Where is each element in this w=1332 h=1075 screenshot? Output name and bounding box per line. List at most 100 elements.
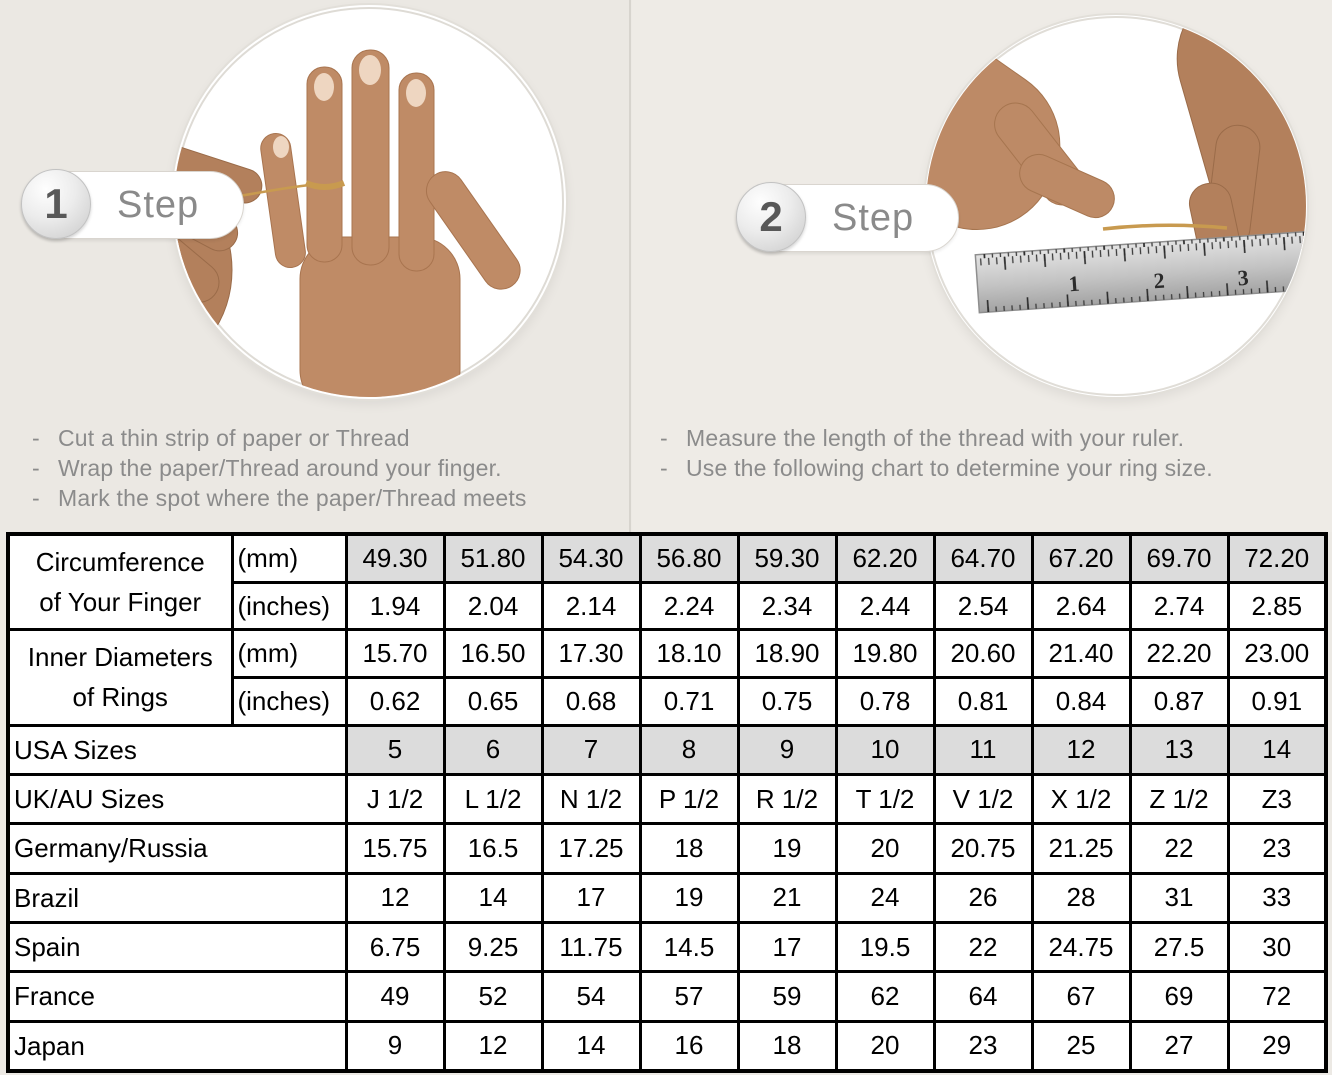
instruction-text: Wrap the paper/Thread around your finger…	[58, 455, 502, 481]
size-value-cell: 23	[932, 1019, 1034, 1073]
size-value-cell: 57	[638, 970, 740, 1023]
row-label: Brazil	[6, 871, 348, 924]
size-value-cell: 62.20	[834, 532, 936, 584]
size-value-cell: 18.90	[736, 628, 838, 679]
size-value-cell: 17	[736, 920, 838, 974]
size-value-cell: 17.30	[540, 628, 642, 679]
size-value-cell: 62	[834, 970, 936, 1023]
size-value-cell: 15.70	[344, 628, 446, 679]
size-value-cell: 20.60	[932, 628, 1034, 679]
size-value-cell: 14.5	[638, 920, 740, 974]
instruction-item: - Mark the spot where the paper/Thread m…	[32, 483, 527, 513]
size-value-cell: 19.80	[834, 628, 936, 679]
size-value-cell: 22	[1128, 822, 1230, 875]
size-value-cell: 69.70	[1128, 532, 1230, 584]
size-value-cell: 9.25	[442, 920, 544, 974]
step2-label: Step	[832, 196, 915, 239]
row-unit: (inches)	[230, 675, 348, 727]
row-label: France	[6, 970, 348, 1023]
size-value-cell: 0.84	[1030, 675, 1132, 727]
panel-divider	[629, 0, 631, 532]
size-value-cell: 67.20	[1030, 532, 1132, 584]
size-value-cell: L 1/2	[442, 772, 544, 826]
size-value-cell: 67	[1030, 970, 1132, 1023]
size-value-cell: 9	[344, 1019, 446, 1073]
step2-badge: 2 Step	[736, 182, 960, 252]
ruler-mark-1: 1	[1068, 271, 1081, 297]
size-chart-row: Japan 9 12 14 16 18 20 23 25 27 29	[6, 1019, 1328, 1073]
size-value-cell: 20	[834, 822, 936, 875]
size-value-cell: 6	[442, 723, 544, 776]
size-value-cell: 64.70	[932, 532, 1034, 584]
size-value-cell: 24.75	[1030, 920, 1132, 974]
size-value-cell: 27	[1128, 1019, 1230, 1073]
size-value-cell: 2.24	[638, 580, 740, 632]
size-value-cell: T 1/2	[834, 772, 936, 826]
size-value-cell: 11.75	[540, 920, 642, 974]
row-label: Inner Diameters of Rings	[6, 628, 234, 727]
size-value-cell: R 1/2	[736, 772, 838, 826]
size-value-cell: 69	[1128, 970, 1230, 1023]
size-value-cell: 2.64	[1030, 580, 1132, 632]
bullet-dash: -	[660, 455, 668, 481]
size-value-cell: P 1/2	[638, 772, 740, 826]
size-value-cell: 22	[932, 920, 1034, 974]
size-value-cell: X 1/2	[1030, 772, 1132, 826]
bullet-dash: -	[32, 455, 40, 481]
size-value-cell: 21.25	[1030, 822, 1132, 875]
size-value-cell: 12	[1030, 723, 1132, 776]
size-value-cell: 2.34	[736, 580, 838, 632]
size-value-cell: 0.65	[442, 675, 544, 727]
size-value-cell: 17	[540, 871, 642, 924]
size-value-cell: 24	[834, 871, 936, 924]
row-label: Circumference of Your Finger	[6, 532, 234, 632]
size-chart-row: Germany/Russia 15.75 16.5 17.25 18 19 20 20.75 2…	[6, 822, 1328, 875]
size-value-cell: 64	[932, 970, 1034, 1023]
size-value-cell: 0.71	[638, 675, 740, 727]
size-value-cell: 19	[638, 871, 740, 924]
instruction-text: Use the following chart to determine you…	[686, 455, 1213, 481]
bullet-dash: -	[32, 425, 40, 451]
ruler: 1 2 3	[974, 230, 1306, 314]
size-value-cell: 31	[1128, 871, 1230, 924]
size-value-cell: 33	[1226, 871, 1328, 924]
size-value-cell: 11	[932, 723, 1034, 776]
size-value-cell: 56.80	[638, 532, 740, 584]
size-chart-row: Circumference of Your Finger (mm) 49.30 51.…	[6, 532, 1328, 632]
size-value-cell: 2.44	[834, 580, 936, 632]
size-chart-row: France 49 52 54 57 59 62 64 67 69 72	[6, 970, 1328, 1023]
row-label: Spain	[6, 920, 348, 974]
size-value-cell: 2.04	[442, 580, 544, 632]
size-value-cell: 0.87	[1128, 675, 1230, 727]
size-value-cell: 26	[932, 871, 1034, 924]
size-value-cell: 6.75	[344, 920, 446, 974]
size-value-cell: 72	[1226, 970, 1328, 1023]
size-value-cell: 54	[540, 970, 642, 1023]
size-chart-row: (inches) 0.62 0.65 0.68 0.71 0.75 0.78 0.81 0.84…	[8, 675, 1328, 727]
size-value-cell: 2.74	[1128, 580, 1230, 632]
size-chart-row: Brazil 12 14 17 19 21 24 26 28 31 33	[6, 871, 1328, 924]
measuring-thread-ruler-illustration: 1 2 3	[926, 16, 1306, 396]
instruction-item: - Wrap the paper/Thread around your fing…	[32, 453, 527, 483]
size-value-cell: 9	[736, 723, 838, 776]
row-unit: (inches)	[230, 580, 348, 632]
size-value-cell: 7	[540, 723, 642, 776]
size-value-cell: 51.80	[442, 532, 544, 584]
size-chart-row: USA Sizes 5 6 7 8 9 10 11 12 13 14	[6, 723, 1328, 776]
size-value-cell: 19.5	[834, 920, 936, 974]
size-value-cell: 18.10	[638, 628, 740, 679]
size-value-cell: 12	[344, 871, 446, 924]
size-value-cell: 28	[1030, 871, 1132, 924]
size-value-cell: 2.85	[1226, 580, 1328, 632]
size-chart-row: (inches) 1.94 2.04 2.14 2.24 2.34 2.44 2.54 2.64…	[8, 580, 1328, 632]
size-value-cell: 12	[442, 1019, 544, 1073]
size-value-cell: 0.62	[344, 675, 446, 727]
instruction-text: Mark the spot where the paper/Thread mee…	[58, 485, 527, 511]
instruction-item: - Measure the length of the thread with …	[660, 423, 1213, 453]
row-label: Germany/Russia	[6, 822, 348, 875]
size-value-cell: 18	[736, 1019, 838, 1073]
size-value-cell: 14	[1226, 723, 1328, 776]
size-value-cell: 14	[540, 1019, 642, 1073]
size-value-cell: 59.30	[736, 532, 838, 584]
size-value-cell: 16.5	[442, 822, 544, 875]
